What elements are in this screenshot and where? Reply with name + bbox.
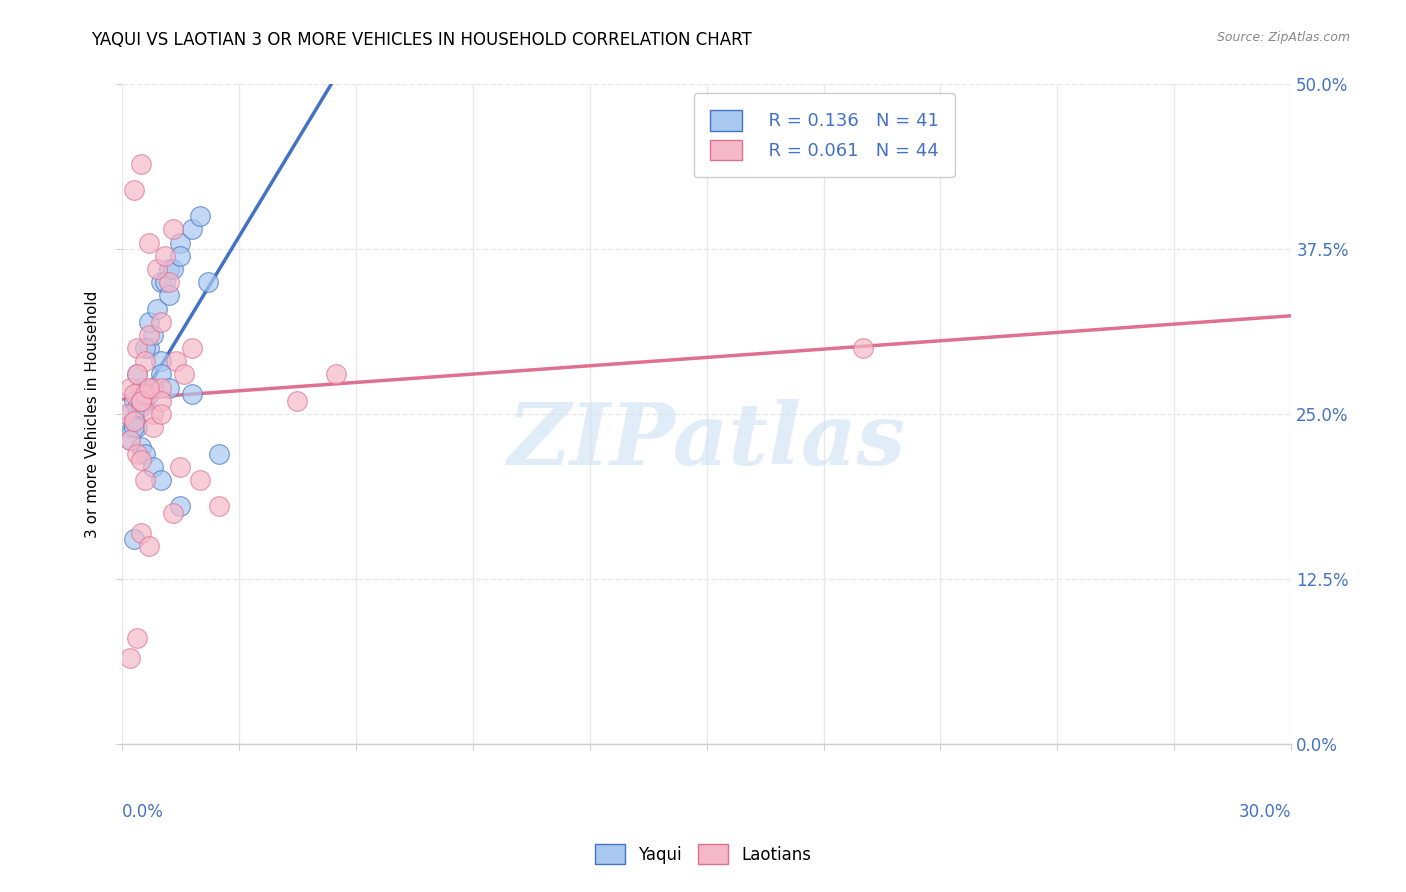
Legend: Yaqui, Laotians: Yaqui, Laotians [588,838,818,871]
Point [114,420,136,434]
Text: ZIPatlas: ZIPatlas [508,399,905,483]
Point [149,368,172,382]
Point [122,183,145,197]
Point [142,327,165,342]
Point [138,341,160,355]
Point [134,354,156,368]
Point [157,288,180,302]
Point [134,447,156,461]
Point [157,262,180,277]
Point [149,315,172,329]
Point [181,341,204,355]
Point [127,401,149,415]
Point [127,447,149,461]
Point [169,235,191,250]
Point [149,393,172,408]
Point [149,473,172,487]
Text: 0.0%: 0.0% [122,803,163,821]
Point [118,381,141,395]
Point [149,275,172,289]
Point [131,393,153,408]
Point [138,235,160,250]
Point [127,420,149,434]
Point [149,407,172,421]
Point [131,401,153,415]
Point [118,407,141,421]
Point [134,393,156,408]
Point [138,327,160,342]
Point [131,440,153,454]
Point [142,407,165,421]
Point [146,301,169,316]
Point [142,381,165,395]
Point [142,459,165,474]
Point [127,368,149,382]
Point [169,249,191,263]
Text: Source: ZipAtlas.com: Source: ZipAtlas.com [1216,31,1350,45]
Point [122,387,145,401]
Point [118,434,141,448]
Point [131,393,153,408]
Point [127,368,149,382]
Point [181,222,204,236]
Point [134,473,156,487]
Point [131,453,153,467]
Point [138,381,160,395]
Point [181,387,204,401]
Point [118,651,141,665]
Point [142,420,165,434]
Point [285,393,308,408]
Point [188,209,211,223]
Point [131,393,153,408]
Point [162,262,184,277]
Point [188,473,211,487]
Point [134,387,156,401]
Point [131,525,153,540]
Point [165,354,187,368]
Point [127,631,149,645]
Point [138,315,160,329]
Point [142,381,165,395]
Point [118,434,141,448]
Point [153,275,176,289]
Point [138,539,160,553]
Point [114,407,136,421]
Point [173,368,195,382]
Point [157,381,180,395]
Point [122,414,145,428]
Point [122,533,145,547]
Point [169,500,191,514]
Point [162,506,184,520]
Point [127,341,149,355]
Point [131,156,153,170]
Y-axis label: 3 or more Vehicles in Household: 3 or more Vehicles in Household [86,291,100,538]
Point [153,249,176,263]
Point [325,368,347,382]
Point [122,420,145,434]
Point [157,275,180,289]
Point [208,500,231,514]
Point [162,222,184,236]
Point [131,381,153,395]
Point [851,341,873,355]
Point [134,341,156,355]
Point [208,447,231,461]
Point [149,354,172,368]
Legend:   R = 0.136   N = 41,   R = 0.061   N = 44: R = 0.136 N = 41, R = 0.061 N = 44 [693,94,955,177]
Point [169,459,191,474]
Point [197,275,219,289]
Point [122,393,145,408]
Text: 30.0%: 30.0% [1239,803,1291,821]
Point [149,381,172,395]
Text: YAQUI VS LAOTIAN 3 OR MORE VEHICLES IN HOUSEHOLD CORRELATION CHART: YAQUI VS LAOTIAN 3 OR MORE VEHICLES IN H… [91,31,752,49]
Point [146,262,169,277]
Point [138,387,160,401]
Point [122,414,145,428]
